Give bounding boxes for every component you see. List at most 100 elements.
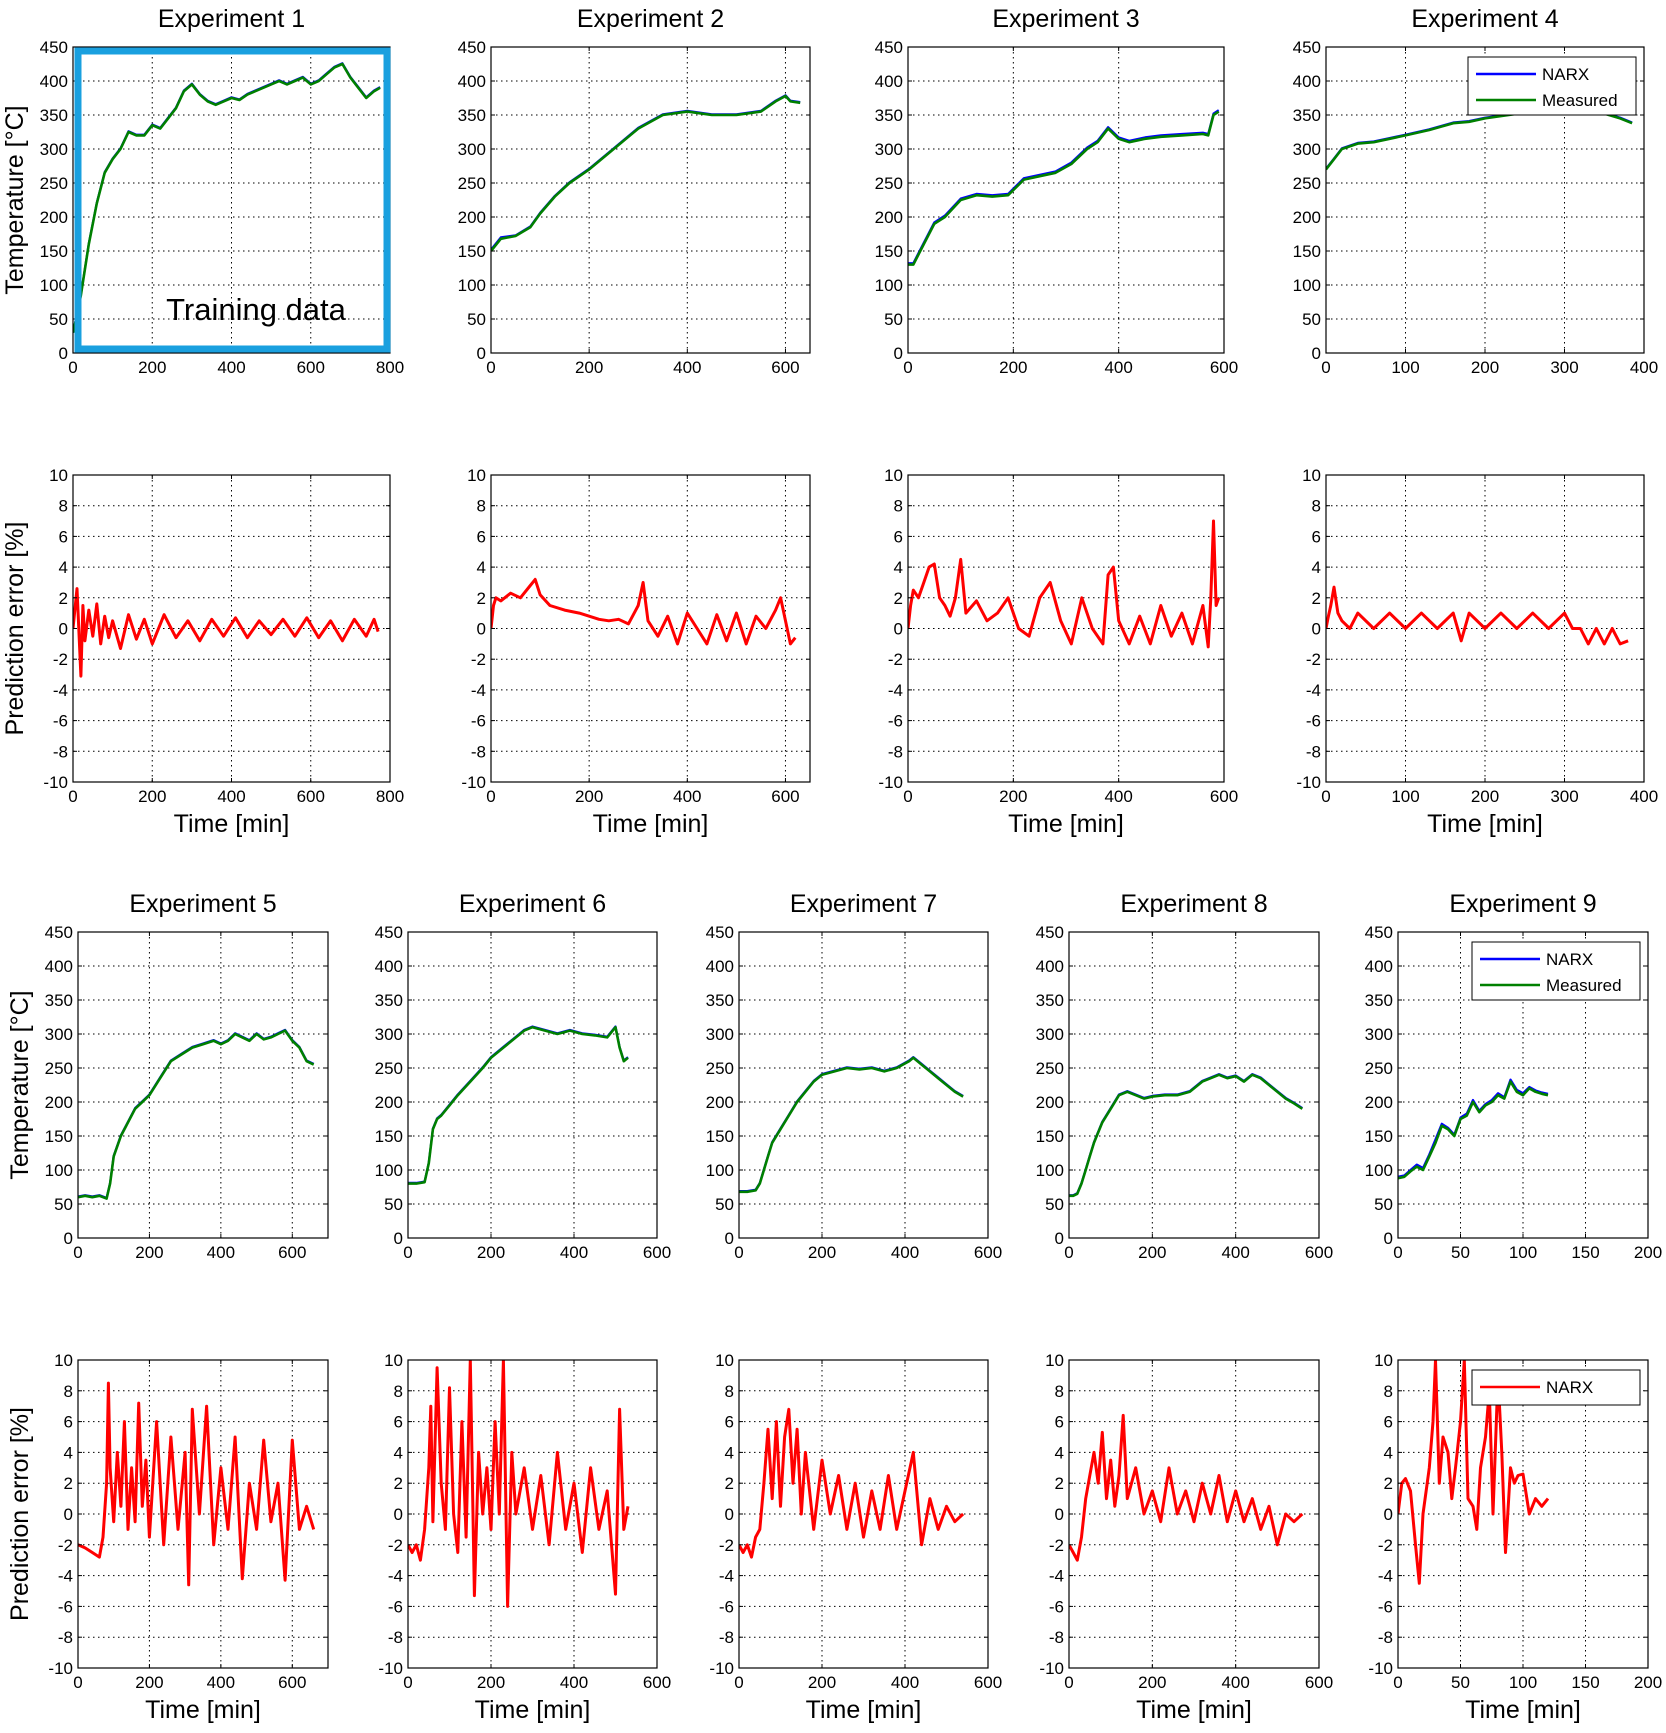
- axes-box: [407, 931, 658, 1239]
- y-tick-label: -4: [388, 1567, 403, 1586]
- y-tick-label: 10: [49, 466, 68, 485]
- series-line-narx: [408, 1360, 630, 1608]
- y-tick-label: -4: [471, 681, 486, 700]
- y-tick-label: 6: [394, 1413, 403, 1432]
- y-tick-label: 50: [384, 1195, 403, 1214]
- y-tick-label: 6: [59, 527, 68, 546]
- x-tick-label: 400: [673, 787, 701, 806]
- y-tick-label: -6: [388, 1597, 403, 1616]
- training-data-box: [74, 47, 391, 353]
- x-tick-label: 0: [734, 1673, 743, 1692]
- y-tick-label: 0: [894, 620, 903, 639]
- y-tick-label: 100: [875, 276, 903, 295]
- y-tick-label: -8: [1306, 742, 1321, 761]
- x-axis-label: Time [min]: [1465, 1696, 1581, 1724]
- y-tick-label: 2: [64, 1474, 73, 1493]
- series-line-narx: [78, 1381, 316, 1587]
- panel-18: 0 50 100 150 200 -10 -8 -6 -4 -2 0 2 4 6 8 10 Time [min]…: [1368, 1351, 1662, 1724]
- y-tick-label: 100: [1036, 1161, 1064, 1180]
- panel-1: 0 200 400 600 800 0 50 100 150 200 250 300 350 400 450…: [1, 5, 404, 377]
- series-line-measured: [1398, 1080, 1549, 1180]
- x-axis-label: Time [min]: [174, 810, 290, 838]
- x-tick-label: 0: [403, 1243, 412, 1262]
- training-data-label: Training data: [166, 292, 347, 327]
- x-axis-label: Time [min]: [593, 810, 709, 838]
- x-tick-label: 0: [1321, 787, 1330, 806]
- panel-11: 0 200 400 600 0 50 100 150 200 250 300 350 400 450 Exp…: [706, 890, 1003, 1262]
- axes-box: [738, 931, 989, 1239]
- x-tick-label: 400: [1221, 1243, 1249, 1262]
- y-tick-label: -4: [1049, 1567, 1064, 1586]
- y-tick-label: 450: [706, 923, 734, 942]
- panel-title: Experiment 8: [1120, 890, 1267, 918]
- y-tick-label: 250: [458, 174, 486, 193]
- y-tick-label: 0: [59, 620, 68, 639]
- y-tick-label: 10: [1374, 1351, 1393, 1370]
- y-tick-label: 100: [1365, 1161, 1393, 1180]
- y-tick-label: 50: [715, 1195, 734, 1214]
- y-tick-label: 6: [725, 1413, 734, 1432]
- panel-10: 0 200 400 600 0 50 100 150 200 250 300 350 400 450 Exp…: [375, 890, 672, 1262]
- series-line-measured: [1069, 1073, 1304, 1198]
- y-tick-label: 150: [375, 1127, 403, 1146]
- y-tick-label: 0: [1312, 620, 1321, 639]
- panel-4: 0 100 200 300 400 0 50 100 150 200 250 300 350 400 450…: [1293, 5, 1659, 377]
- y-tick-label: -6: [1378, 1597, 1393, 1616]
- x-tick-label: 400: [560, 1673, 588, 1692]
- y-tick-label: -6: [471, 712, 486, 731]
- y-tick-label: -6: [58, 1597, 73, 1616]
- y-tick-label: -8: [888, 742, 903, 761]
- y-tick-label: -8: [471, 742, 486, 761]
- x-axis-label: Time [min]: [475, 1696, 591, 1724]
- y-tick-label: 200: [458, 208, 486, 227]
- y-tick-label: 10: [1302, 466, 1321, 485]
- y-tick-label: 2: [1055, 1474, 1064, 1493]
- panel-6: 0 200 400 600 -10 -8 -6 -4 -2 0 2 4 6 8 10 Time [min]: [461, 466, 811, 838]
- y-tick-label: -6: [888, 712, 903, 731]
- y-tick-label: 4: [1055, 1443, 1064, 1462]
- x-tick-label: 600: [643, 1673, 671, 1692]
- y-tick-label: -10: [1296, 773, 1321, 792]
- y-tick-label: -6: [719, 1597, 734, 1616]
- x-tick-label: 600: [278, 1673, 306, 1692]
- y-tick-label: 4: [64, 1443, 73, 1462]
- y-tick-label: 300: [375, 1025, 403, 1044]
- x-tick-label: 400: [560, 1243, 588, 1262]
- legend-label-narx: NARX: [1542, 65, 1589, 84]
- y-tick-label: 10: [384, 1351, 403, 1370]
- y-tick-label: 150: [1036, 1127, 1064, 1146]
- y-tick-label: 400: [375, 957, 403, 976]
- y-tick-label: -2: [719, 1536, 734, 1555]
- panel-12: 0 200 400 600 0 50 100 150 200 250 300 350 400 450 Exp…: [1036, 890, 1334, 1262]
- y-tick-label: 350: [40, 106, 68, 125]
- y-tick-label: -2: [888, 650, 903, 669]
- y-tick-label: 350: [375, 991, 403, 1010]
- y-tick-label: 250: [875, 174, 903, 193]
- y-tick-label: 50: [467, 310, 486, 329]
- x-tick-label: 200: [999, 787, 1027, 806]
- y-tick-label: 4: [1384, 1443, 1393, 1462]
- series-line-narx: [73, 587, 380, 678]
- panel-title: Experiment 9: [1449, 890, 1596, 918]
- y-tick-label: 6: [1312, 527, 1321, 546]
- x-tick-label: 0: [73, 1673, 82, 1692]
- y-tick-label: 150: [1293, 242, 1321, 261]
- y-tick-label: 400: [1036, 957, 1064, 976]
- y-tick-label: 6: [64, 1413, 73, 1432]
- x-tick-label: 200: [575, 787, 603, 806]
- x-tick-label: 600: [1305, 1673, 1333, 1692]
- x-tick-label: 0: [403, 1673, 412, 1692]
- series-line-narx: [1398, 1360, 1550, 1585]
- y-tick-label: 4: [477, 558, 486, 577]
- y-tick-label: 250: [1036, 1059, 1064, 1078]
- panel-17: 0 200 400 600 -10 -8 -6 -4 -2 0 2 4 6 8 10 Time [min]: [1039, 1351, 1333, 1724]
- y-axis-label: Prediction error [%]: [6, 1407, 34, 1621]
- plot-area: [739, 932, 988, 1238]
- y-tick-label: -2: [1378, 1536, 1393, 1555]
- y-tick-label: -2: [388, 1536, 403, 1555]
- y-tick-label: -10: [461, 773, 486, 792]
- x-tick-label: 800: [376, 787, 404, 806]
- x-tick-label: 600: [1210, 358, 1238, 377]
- y-tick-label: 200: [40, 208, 68, 227]
- x-tick-label: 0: [1321, 358, 1330, 377]
